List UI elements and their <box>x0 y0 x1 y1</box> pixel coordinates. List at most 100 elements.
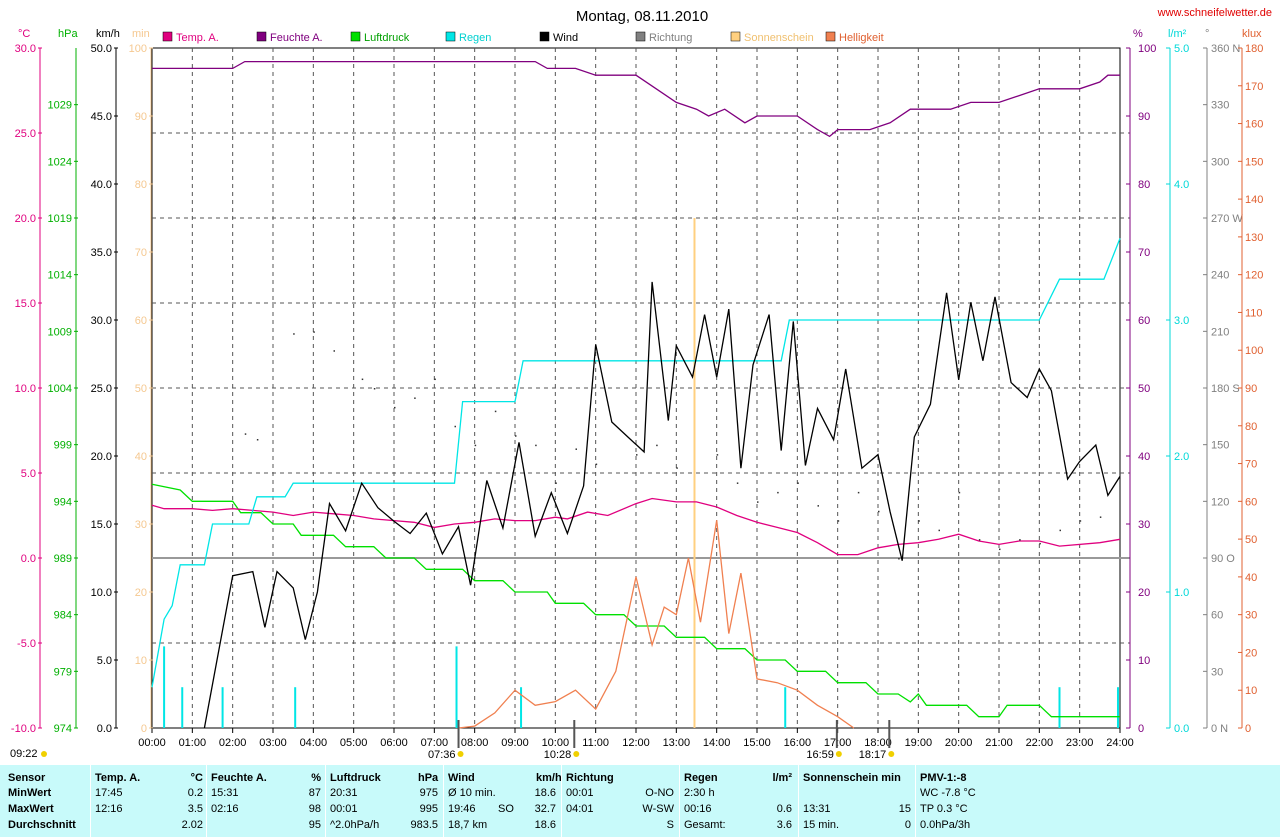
time-tick-label: 06:00 <box>380 737 408 749</box>
axis-tick-pressure: 989 <box>54 553 72 565</box>
footer-cell: 2:30 h <box>684 787 715 799</box>
direction-point <box>1019 539 1021 541</box>
axis-tick-sun: 80 <box>135 179 147 191</box>
axis-tick-pressure: 1024 <box>48 156 72 168</box>
axis-tick-pressure: 974 <box>54 723 72 735</box>
direction-point <box>736 482 739 484</box>
site-link[interactable]: www.schneifelwetter.de <box>1157 7 1272 19</box>
direction-point <box>474 444 477 447</box>
footer-column-divider <box>90 765 91 837</box>
event-marker-label: 18:17 <box>859 749 887 761</box>
axis-tick-direction: 0 N <box>1211 723 1228 735</box>
axis-tick-humidity: 0 <box>1138 723 1144 735</box>
footer-column-header: Sonnenschein min <box>803 772 901 784</box>
direction-point <box>256 439 259 441</box>
footer-cell: Durchschnitt <box>8 819 76 831</box>
footer-cell: O-NO <box>645 787 674 799</box>
footer-cell: 87 <box>308 787 321 799</box>
footer-cell: 15 min. <box>803 819 840 831</box>
direction-point <box>434 378 436 381</box>
time-tick-label: 24:00 <box>1106 737 1134 749</box>
axis-tick-lux: 20 <box>1245 647 1257 659</box>
footer-cell: 04:01 <box>566 803 594 815</box>
footer-column-unit: % <box>311 772 321 784</box>
event-marker-label: 07:36 <box>428 749 456 761</box>
axis-unit-temp: °C <box>18 28 30 40</box>
legend-label: Wind <box>553 32 578 44</box>
footer-cell: 2.02 <box>181 819 203 831</box>
axis-tick-temp: 5.0 <box>21 468 36 480</box>
axis-unit-humidity: % <box>1133 28 1143 40</box>
direction-point <box>636 454 638 456</box>
axis-tick-sun: 0 <box>141 723 147 735</box>
series-line-luftdruck <box>151 483 1120 718</box>
legend-swatch <box>162 31 173 42</box>
axis-tick-pressure: 999 <box>54 440 72 452</box>
legend-label: Feuchte A. <box>270 32 323 44</box>
axis-tick-humidity: 80 <box>1138 179 1150 191</box>
footer-cell: MinWert <box>8 787 52 799</box>
direction-point <box>361 378 364 381</box>
sunset-icon <box>835 751 842 757</box>
axis-tick-direction: 60 <box>1211 610 1223 622</box>
direction-point <box>515 435 517 437</box>
legend-label: Temp. A. <box>176 32 219 44</box>
footer-column-header: Richtung <box>566 772 614 784</box>
axis-tick-humidity: 30 <box>1138 519 1150 531</box>
footer-column-unit: km/h <box>536 772 562 784</box>
axis-tick-humidity: 100 <box>1138 43 1156 55</box>
footer-column-divider <box>443 765 444 837</box>
axis-tick-pressure: 979 <box>54 666 72 678</box>
axis-unit-pressure: hPa <box>58 28 78 40</box>
axis-tick-lux: 80 <box>1245 421 1257 433</box>
direction-point <box>857 491 860 494</box>
legend-swatch <box>256 31 267 42</box>
footer-cell: 995 <box>419 803 438 815</box>
axis-tick-humidity: 40 <box>1138 451 1150 463</box>
time-tick-label: 16:00 <box>784 737 812 749</box>
footer-cell: 00:01 <box>566 787 594 799</box>
axis-tick-lux: 120 <box>1245 270 1263 282</box>
axis-tick-lux: 150 <box>1245 156 1263 168</box>
axis-tick-sun: 40 <box>135 451 147 463</box>
footer-cell: 00:01 <box>330 803 358 815</box>
axis-tick-temp: -10.0 <box>11 723 36 735</box>
axis-tick-wind: 20.0 <box>91 451 112 463</box>
time-tick-label: 13:00 <box>663 737 691 749</box>
time-tick-label: 10:00 <box>542 737 570 749</box>
footer-column-unit: l/m² <box>772 772 792 784</box>
footer-column-divider <box>679 765 680 837</box>
footer-cell: 12:16 <box>95 803 123 815</box>
footer-cell: 0.0hPa/3h <box>920 819 971 831</box>
footer-column-divider <box>206 765 207 837</box>
axis-tick-rain: 0.0 <box>1174 723 1189 735</box>
series-line-wind <box>203 281 1121 729</box>
footer-column-divider <box>325 765 326 837</box>
legend-swatch <box>350 31 361 42</box>
footer-column-header: Feuchte A. <box>211 772 267 784</box>
footer-cell: 3.6 <box>776 819 792 831</box>
legend-swatch <box>730 31 741 42</box>
time-tick-label: 07:00 <box>421 737 449 749</box>
footer-cell: SO <box>498 803 514 815</box>
time-tick-label: 01:00 <box>179 737 207 749</box>
axis-tick-lux: 110 <box>1245 307 1263 319</box>
footer-column-divider <box>561 765 562 837</box>
footer-cell: 02:16 <box>211 803 239 815</box>
direction-point <box>293 333 295 335</box>
axis-tick-temp: 15.0 <box>15 298 36 310</box>
chart-title: Montag, 08.11.2010 <box>576 8 708 25</box>
axis-tick-sun: 60 <box>135 315 147 327</box>
axis-tick-sun: 20 <box>135 587 147 599</box>
axis-tick-humidity: 70 <box>1138 247 1150 259</box>
time-tick-label: 20:00 <box>945 737 973 749</box>
footer-cell: 0 <box>904 819 911 831</box>
footer-column-header: Temp. A. <box>95 772 141 784</box>
chart-series <box>151 60 1121 729</box>
footer-cell: 95 <box>308 819 321 831</box>
axis-tick-humidity: 10 <box>1138 655 1150 667</box>
direction-point <box>333 350 335 352</box>
chart-grid <box>151 47 1130 729</box>
direction-point <box>1059 529 1061 532</box>
axis-tick-rain: 1.0 <box>1174 587 1189 599</box>
